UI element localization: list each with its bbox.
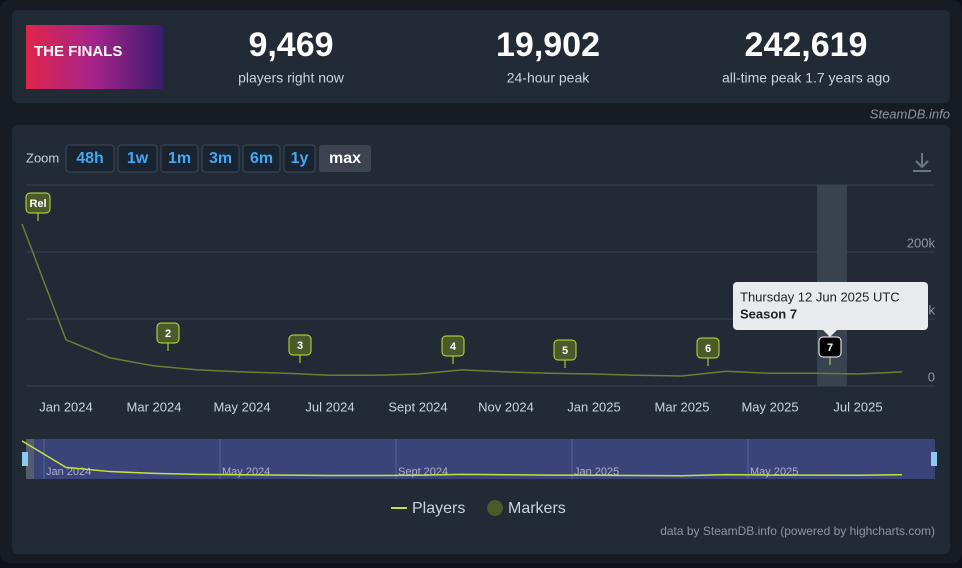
zoom-buttons: 48h 1w 1m 3m 6m 1y max: [65, 144, 371, 173]
navigator: [26, 439, 935, 479]
marker-label[interactable]: 3: [297, 340, 303, 352]
y-tick-label: 200k: [907, 235, 936, 250]
x-tick-label: Mar 2025: [655, 399, 710, 414]
x-tick-label: May 2025: [741, 399, 798, 414]
legend-label[interactable]: Markers: [508, 500, 566, 517]
zoom-button[interactable]: [283, 144, 316, 173]
stat-label: players right now: [238, 70, 345, 86]
source[interactable]: SteamDB.info: [870, 106, 950, 121]
x-tick-label: Jul 2025: [833, 399, 882, 414]
marker: [156, 322, 180, 344]
navigator-line: [21, 440, 903, 477]
stat-value: 19,902: [496, 26, 600, 64]
zoom-button-label[interactable]: 1y: [291, 150, 309, 167]
zoom-button[interactable]: [117, 144, 158, 173]
marker: [25, 192, 51, 214]
navigator-series: Jan 2024 May 2024 Sept 2024 Jan 2025 May 202…: [21, 439, 903, 479]
marker-label[interactable]: 6: [705, 343, 711, 355]
marker-label[interactable]: 4: [450, 341, 457, 353]
tooltip-pointer: [823, 330, 837, 337]
navigator-handle[interactable]: [22, 452, 28, 466]
stat-value: 9,469: [248, 26, 333, 64]
zoom-button-label[interactable]: 6m: [250, 150, 273, 167]
tooltip: [733, 282, 928, 330]
navigator-handle[interactable]: [931, 452, 937, 466]
marker: [441, 335, 465, 357]
navigator-mask: [26, 439, 34, 479]
navigator-label: May 2024: [222, 466, 270, 478]
zoom-button[interactable]: [65, 144, 115, 173]
x-tick-label: Mar 2024: [127, 399, 182, 414]
marker-label[interactable]: 2: [165, 328, 171, 340]
chart-panel: [12, 125, 950, 554]
marker-label[interactable]: Rel: [29, 198, 46, 210]
zoom-button[interactable]: [160, 144, 199, 173]
marker: [553, 339, 577, 361]
game-logo: [26, 25, 163, 89]
x-tick-label: Jan 2025: [567, 399, 621, 414]
x-tick-label: Jan 2024: [39, 399, 93, 414]
legend-symbol: [487, 500, 503, 516]
zoom-button-label[interactable]: 48h: [76, 150, 104, 167]
zoom-button[interactable]: [201, 144, 240, 173]
x-tick-label: May 2024: [213, 399, 270, 414]
stats-panel: [12, 10, 950, 103]
marker: [288, 334, 312, 356]
legend: Players Markers: [391, 500, 566, 517]
zoom-button-label[interactable]: 1w: [127, 150, 149, 167]
series-line: [21, 223, 903, 377]
legend-label[interactable]: Players: [412, 500, 465, 517]
zoom-label: Zoom: [26, 150, 59, 165]
zoom-button-label[interactable]: 1m: [168, 150, 191, 167]
tooltip-event: Season 7: [740, 306, 797, 321]
x-tick-label: Nov 2024: [478, 399, 534, 414]
marker-label[interactable]: 7: [827, 342, 833, 354]
tooltip-date: Thursday 12 Jun 2025 UTC: [740, 289, 900, 304]
stat-value: 242,619: [745, 26, 868, 64]
marker-label[interactable]: 5: [562, 345, 568, 357]
marker: [696, 337, 720, 359]
zoom-button[interactable]: [319, 145, 371, 172]
x-tick-label: Sept 2024: [388, 399, 447, 414]
zoom-button[interactable]: [242, 144, 281, 173]
download-icon[interactable]: [913, 153, 931, 172]
credits[interactable]: data by SteamDB.info (powered by highcha…: [660, 524, 935, 538]
navigator-label: Sept 2024: [398, 466, 448, 478]
logo-text: THE FINALS: [34, 43, 122, 60]
navigator-label: May 2025: [750, 466, 798, 478]
zoom-button-label[interactable]: 3m: [209, 150, 232, 167]
stat-label: 24-hour peak: [507, 70, 591, 86]
y-tick-label: 0: [928, 369, 935, 384]
stat-label: all-time peak 1.7 years ago: [722, 70, 890, 86]
zoom-button-label[interactable]: max: [329, 150, 361, 167]
x-tick-label: Jul 2024: [305, 399, 354, 414]
